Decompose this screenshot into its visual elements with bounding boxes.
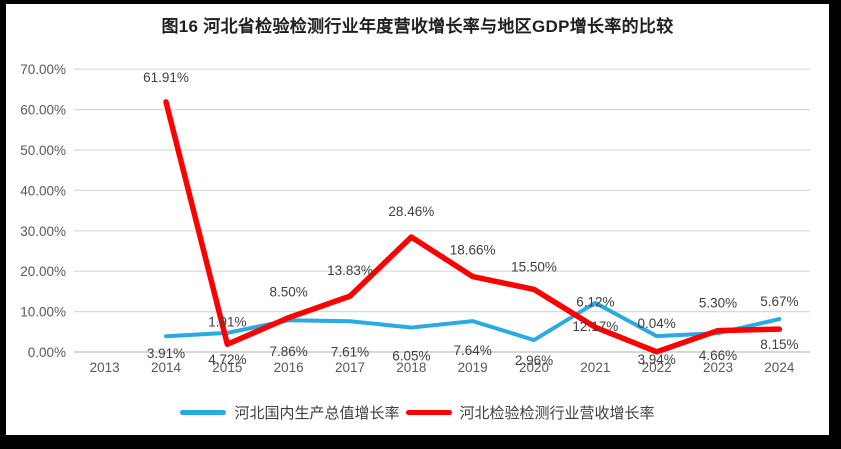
data-label: 4.72% — [208, 352, 246, 367]
y-axis-tick-label: 30.00% — [20, 224, 66, 239]
data-label: 4.66% — [699, 348, 737, 363]
data-label: 13.83% — [327, 263, 373, 278]
data-label: 7.61% — [331, 344, 369, 359]
data-label: 1.91% — [208, 314, 246, 329]
x-axis-tick-label: 2016 — [274, 360, 304, 375]
chart-title: 图16 河北省检验检测行业年度营收增长率与地区GDP增长率的比较 — [161, 17, 674, 36]
x-axis-tick-label: 2013 — [90, 360, 120, 375]
gdp-growth-line — [164, 300, 782, 343]
chart-panel — [6, 4, 829, 435]
chart-legend: 河北国内生产总值增长率 河北检验检测行业营收增长率 — [6, 402, 829, 422]
data-label: 3.94% — [638, 352, 676, 367]
data-label: 8.50% — [270, 285, 308, 300]
y-axis-tick-label: 0.00% — [28, 345, 66, 360]
legend-item-revenue: 河北检验检测行业营收增长率 — [405, 402, 655, 423]
x-axis-tick-label: 2019 — [458, 360, 488, 375]
y-axis-tick-label: 60.00% — [20, 103, 66, 118]
data-label: 5.30% — [699, 296, 737, 311]
x-axis-tick-label: 2023 — [703, 360, 733, 375]
gdp-line-swatch-icon — [180, 409, 227, 415]
data-label: 12.17% — [572, 319, 618, 334]
data-label: 15.50% — [511, 259, 557, 274]
y-axis-tick-label: 40.00% — [20, 183, 66, 198]
revenue-growth-line — [163, 99, 783, 355]
data-label: 2.96% — [515, 353, 553, 368]
x-axis-tick-label: 2014 — [151, 360, 182, 375]
x-axis-tick-label: 2024 — [764, 360, 795, 375]
legend-label-gdp: 河北国内生产总值增长率 — [234, 404, 400, 422]
y-axis-tick-label: 50.00% — [20, 143, 66, 158]
revenue-line-swatch-icon — [405, 409, 452, 415]
data-label: 0.04% — [638, 316, 676, 331]
x-axis-tick-label: 2020 — [519, 360, 549, 375]
data-label: 7.86% — [270, 344, 308, 359]
x-axis-tick-label: 2017 — [335, 360, 365, 375]
data-label: 6.12% — [576, 294, 614, 309]
data-label: 18.66% — [450, 243, 496, 258]
data-label: 28.46% — [388, 204, 434, 219]
legend-label-revenue: 河北检验检测行业营收增长率 — [459, 404, 655, 422]
data-label: 7.64% — [454, 343, 492, 358]
data-label: 5.67% — [760, 294, 798, 309]
y-axis-tick-label: 20.00% — [20, 264, 66, 279]
x-axis-tick-label: 2015 — [212, 360, 242, 375]
data-label: 3.91% — [147, 346, 185, 361]
y-axis-tick-label: 10.00% — [20, 305, 66, 320]
data-label: 8.15% — [760, 337, 798, 352]
data-label: 6.05% — [392, 349, 430, 364]
x-axis-tick-label: 2021 — [580, 360, 610, 375]
legend-item-gdp: 河北国内生产总值增长率 — [180, 402, 400, 423]
y-axis-tick-label: 70.00% — [20, 62, 66, 77]
x-axis-tick-label: 2018 — [396, 360, 426, 375]
data-label: 61.91% — [143, 70, 189, 85]
x-axis-tick-label: 2022 — [642, 360, 672, 375]
